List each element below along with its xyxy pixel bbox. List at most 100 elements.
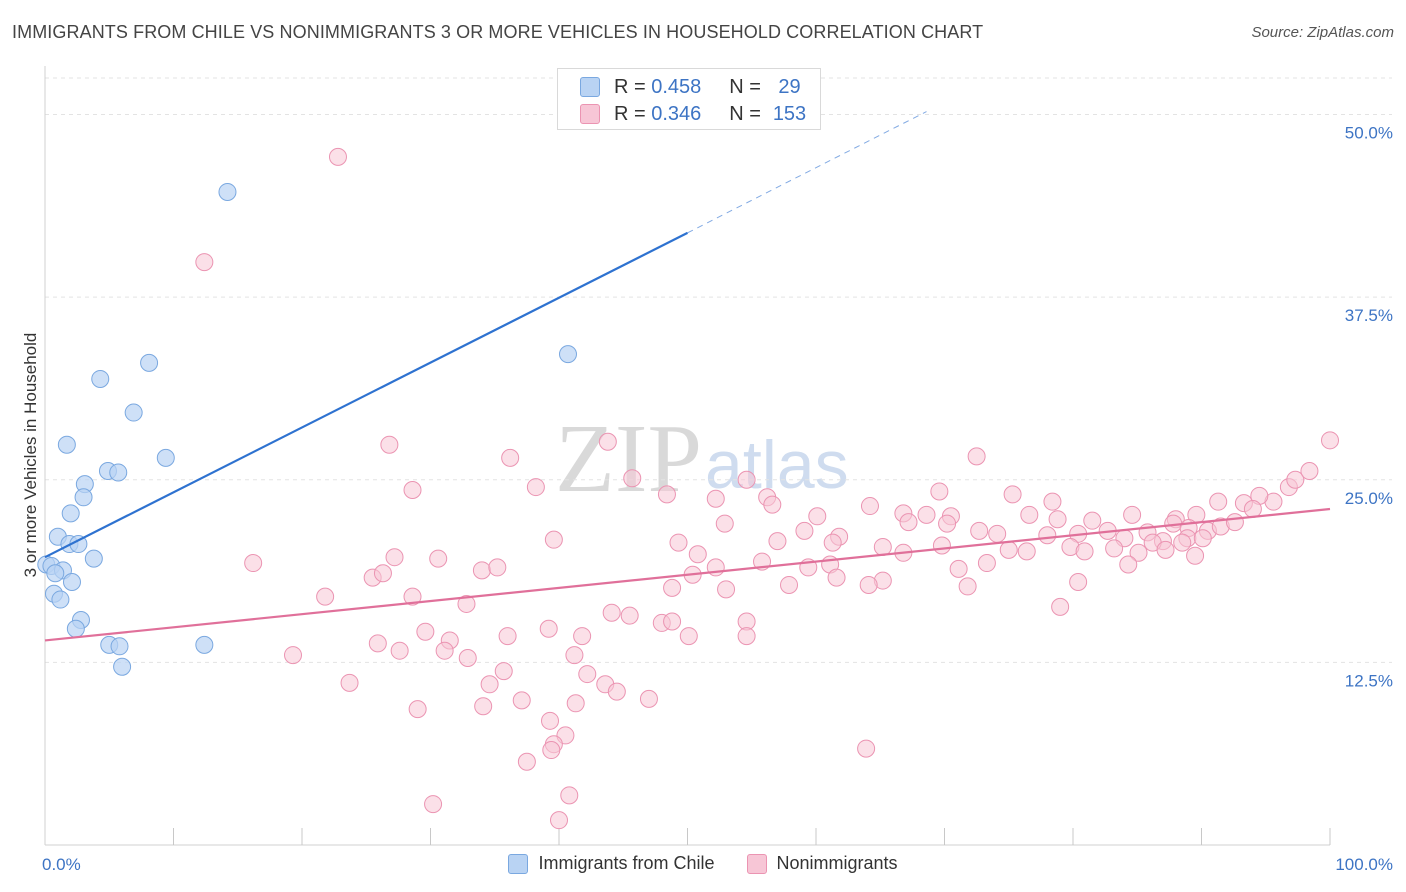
nonimmigrants-point	[501, 448, 520, 467]
legend-n-value: 153	[772, 102, 807, 125]
nonimmigrants-point	[480, 675, 499, 694]
nonimmigrants-point	[244, 554, 263, 573]
nonimmigrants-point	[827, 568, 846, 587]
legend-r-value: 0.346	[651, 102, 702, 125]
nonimmigrants-point	[639, 689, 658, 708]
nonimmigrants-point	[808, 507, 827, 526]
nonimmigrants-point	[1069, 573, 1088, 592]
chile-point	[140, 353, 159, 372]
nonimmigrants-point	[679, 627, 698, 646]
nonimmigrants-point	[458, 648, 477, 667]
nonimmigrants-point	[917, 505, 936, 524]
legend-label-chile: Immigrants from Chile	[538, 853, 715, 873]
nonimmigrants-point	[932, 536, 951, 555]
x-tick-label: 100.0%	[1335, 855, 1393, 874]
nonimmigrants-point	[623, 469, 642, 488]
nonimmigrants-point	[873, 537, 892, 556]
chile-point	[84, 549, 103, 568]
chile-point	[110, 637, 129, 656]
nonimmigrants-point	[1193, 529, 1212, 548]
nonimmigrants-point	[373, 564, 392, 583]
watermark: ZIP atlas	[555, 405, 849, 513]
nonimmigrants-point	[380, 435, 399, 454]
chile-point	[91, 369, 110, 388]
nonimmigrants-point	[823, 533, 842, 552]
legend-swatch-nonimmigrants	[746, 853, 767, 874]
nonimmigrants-point	[938, 514, 957, 533]
axes	[44, 66, 1331, 846]
source-label: Source: ZipAtlas.com	[1251, 24, 1394, 41]
nonimmigrants-point	[1003, 485, 1022, 504]
chile-point	[195, 635, 214, 654]
nonimmigrants-point	[368, 634, 387, 653]
chile-point	[109, 463, 128, 482]
nonimmigrants-point	[988, 524, 1007, 543]
chile-points	[37, 182, 577, 676]
y-tick-label: 50.0%	[1345, 124, 1393, 143]
nonimmigrants-point	[284, 646, 303, 665]
nonimmigrants-point	[494, 662, 513, 681]
nonimmigrants-point	[573, 627, 592, 646]
nonimmigrants-point	[970, 521, 989, 540]
chile-point	[61, 504, 80, 523]
nonimmigrants-point	[474, 697, 493, 716]
nonimmigrants-point	[1083, 511, 1102, 530]
y-tick-label: 25.0%	[1345, 489, 1393, 508]
nonimmigrants-point	[1173, 533, 1192, 552]
nonimmigrants-point	[340, 673, 359, 692]
nonimmigrants-point	[1300, 461, 1319, 480]
chile-point	[51, 590, 70, 609]
nonimmigrants-point	[958, 577, 977, 596]
nonimmigrants-point	[1048, 510, 1067, 529]
nonimmigrants-point	[403, 587, 422, 606]
watermark-atlas: atlas	[705, 427, 849, 503]
nonimmigrants-point	[416, 622, 435, 641]
nonimmigrants-point	[1209, 492, 1228, 511]
nonimmigrants-point	[663, 578, 682, 597]
legend-n-label: N =	[729, 102, 761, 125]
legend-n-label: N =	[729, 75, 761, 98]
nonimmigrants-point	[737, 627, 756, 646]
nonimmigrants-point	[657, 485, 676, 504]
nonimmigrants-point	[1075, 542, 1094, 561]
nonimmigrants-point	[316, 587, 335, 606]
nonimmigrants-point	[857, 739, 876, 758]
nonimmigrants-points	[195, 147, 1339, 830]
nonimmigrants-point	[539, 619, 558, 638]
nonimmigrants-point	[768, 532, 787, 551]
nonimmigrants-point	[195, 253, 214, 272]
nonimmigrants-point	[424, 795, 443, 814]
legend-n-value: 29	[778, 75, 801, 98]
nonimmigrants-point	[1051, 597, 1070, 616]
nonimmigrants-point	[541, 711, 560, 730]
watermark-zip: ZIP	[555, 405, 702, 513]
chile-point	[57, 435, 76, 454]
chile-point	[156, 448, 175, 467]
nonimmigrants-point	[517, 752, 536, 771]
chile-point	[218, 182, 237, 201]
nonimmigrants-point	[488, 558, 507, 577]
nonimmigrants-point	[328, 147, 347, 166]
nonimmigrants-point	[715, 514, 734, 533]
nonimmigrants-point	[512, 691, 531, 710]
y-tick-label: 12.5%	[1345, 671, 1393, 690]
nonimmigrants-point	[1020, 505, 1039, 524]
chile-trend-extension	[687, 111, 927, 234]
nonimmigrants-point	[542, 741, 561, 760]
chile-point	[74, 488, 93, 507]
nonimmigrants-point	[1043, 492, 1062, 511]
nonimmigrants-point	[544, 530, 563, 549]
chile-point	[66, 619, 85, 638]
nonimmigrants-point	[860, 497, 879, 516]
nonimmigrants-point	[598, 432, 617, 451]
nonimmigrants-point	[706, 489, 725, 508]
nonimmigrants-point	[607, 682, 626, 701]
nonimmigrants-point	[1129, 543, 1148, 562]
correlation-legend: R = 0.458 N = 29 R = 0.346 N = 153	[557, 68, 821, 130]
nonimmigrants-point	[1156, 540, 1175, 559]
nonimmigrants-point	[435, 641, 454, 660]
chile-point	[46, 564, 65, 583]
nonimmigrants-point	[429, 549, 448, 568]
nonimmigrants-point	[737, 470, 756, 489]
nonimmigrants-point	[472, 561, 491, 580]
